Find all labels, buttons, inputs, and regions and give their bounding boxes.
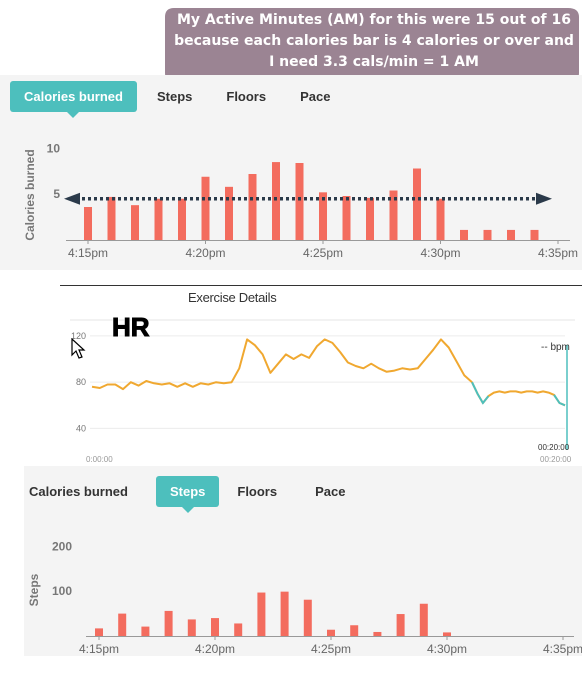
chart-bar <box>201 176 210 240</box>
chart-bar <box>436 198 445 240</box>
y-tick-label: 10 <box>47 141 61 155</box>
hr-chart-panel: 40 80 120 <box>60 285 582 465</box>
x-tick-label: 4:35pm <box>543 642 582 656</box>
x-tick-label: 4:25pm <box>303 246 343 260</box>
y-tick-label: 200 <box>52 539 72 553</box>
tab-floors[interactable]: Floors <box>237 484 278 499</box>
chart-bar <box>295 163 304 240</box>
y-axis-label: Steps <box>27 573 41 606</box>
hr-label: HR <box>112 312 151 343</box>
chart-bar <box>342 196 351 240</box>
hr-series-line <box>471 381 566 407</box>
callout-line: I need 3.3 cals/min = 1 AM <box>269 54 479 70</box>
x-tick-label: 4:30pm <box>427 642 467 656</box>
chart-bar <box>107 196 116 240</box>
chart-bar <box>413 168 421 240</box>
tab-floors[interactable]: Floors <box>226 89 267 104</box>
x-tick-label: 4:35pm <box>538 246 578 260</box>
tab-calories-burned[interactable]: Calories burned <box>29 484 128 499</box>
y-axis-label: Calories burned <box>23 149 37 240</box>
hr-series-line <box>91 338 473 391</box>
chart-bar <box>530 229 539 240</box>
hr-end-time: 00:20:00 <box>538 443 570 452</box>
chart-bar <box>280 591 289 636</box>
steps-bar-chart: 100 200 4:15pm 4:20pm 4:25pm 4:30pm 4:35pm Step… <box>27 539 582 656</box>
chart-bar <box>507 229 515 240</box>
y-tick-label: 100 <box>52 584 72 598</box>
arrow-right-head <box>536 192 552 205</box>
chart-bar <box>257 592 266 636</box>
arrow-left-head <box>64 192 80 205</box>
chart-tabs: Calories burned Steps Floors Pace <box>24 476 359 513</box>
chart-bar <box>248 174 257 240</box>
chart-bar <box>178 198 186 240</box>
chart-bar <box>373 631 382 636</box>
chart-bar <box>225 186 233 240</box>
chart-bar <box>154 198 163 240</box>
hr-line-chart: 40 80 120 <box>60 285 582 450</box>
chart-bar <box>303 599 312 636</box>
chart-bar <box>234 623 243 636</box>
chart-bar <box>327 629 335 636</box>
y-tick-label: 5 <box>53 187 60 201</box>
x-tick-label: 4:15pm <box>68 246 108 260</box>
y-tick-label: 40 <box>76 423 86 433</box>
chart-bar <box>131 205 139 240</box>
x-tick-label: 4:15pm <box>79 642 119 656</box>
chart-tabs: Calories burned Steps Floors Pace <box>10 81 344 118</box>
chart-bar <box>389 190 398 240</box>
hr-end-time-axis: 00:20:00 <box>540 455 572 464</box>
hr-cooldown-line <box>471 381 490 405</box>
bpm-readout: -- bpm <box>541 342 570 353</box>
hr-start-time: 0:00:00 <box>86 455 113 464</box>
steps-chart-panel: Calories burned Steps Floors Pace 100 200… <box>24 466 582 656</box>
x-tick-label: 4:30pm <box>420 246 460 260</box>
y-tick-label: 80 <box>76 377 86 387</box>
tab-pace[interactable]: Pace <box>300 89 331 104</box>
tab-steps[interactable]: Steps <box>155 476 220 513</box>
chart-bar <box>84 207 92 240</box>
y-tick-label: 120 <box>71 331 86 341</box>
hr-cooldown-line <box>553 394 566 407</box>
chart-bar <box>460 229 468 240</box>
chart-bar <box>483 229 492 240</box>
chart-bar <box>366 197 374 240</box>
chart-bar <box>396 614 405 636</box>
chart-bar <box>95 628 103 636</box>
mouse-cursor-icon <box>71 338 86 359</box>
chart-bar <box>419 603 428 636</box>
calories-bar-chart: 5 10 4:15pm 4:20pm 4:25pm 4:30pm 4:35pm Calorie… <box>23 141 578 260</box>
tab-calories-burned[interactable]: Calories burned <box>10 81 137 118</box>
chart-bar <box>319 192 327 240</box>
callout-text: My Active Minutes (AM) for this were 15 … <box>168 10 580 73</box>
exercise-details-title: Exercise Details <box>188 290 277 305</box>
x-tick-label: 4:20pm <box>185 246 225 260</box>
calories-chart-panel: Calories burned Steps Floors Pace 5 10 4:1… <box>0 75 582 270</box>
chart-bar <box>118 613 127 636</box>
chart-bar <box>272 162 280 240</box>
callout-line: because each calories bar is 4 calories … <box>174 33 574 49</box>
chart-bar <box>164 610 173 636</box>
tab-pace[interactable]: Pace <box>315 484 346 499</box>
x-tick-label: 4:25pm <box>311 642 351 656</box>
tab-steps[interactable]: Steps <box>156 89 193 104</box>
chart-bar <box>211 618 219 636</box>
callout-line: My Active Minutes (AM) for this were 15 … <box>177 12 571 28</box>
chart-bar <box>141 626 150 636</box>
chart-bar <box>443 632 451 636</box>
chart-bar <box>187 619 196 636</box>
chart-bar <box>350 625 359 636</box>
x-tick-label: 4:20pm <box>195 642 235 656</box>
